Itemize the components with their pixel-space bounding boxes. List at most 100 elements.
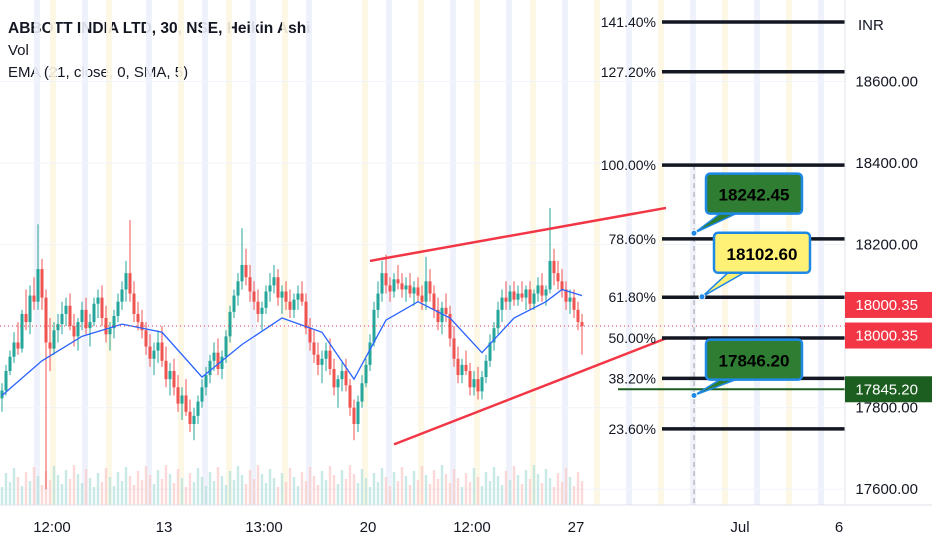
- candle: [300, 293, 304, 302]
- session-stripe: [282, 0, 288, 505]
- session-stripe: [50, 0, 56, 505]
- volume-bar: [344, 479, 348, 505]
- volume-bar: [136, 471, 140, 505]
- candle: [24, 313, 28, 323]
- price-badge-label: 18000.35: [855, 328, 918, 345]
- volume-bar: [400, 467, 404, 505]
- candle: [568, 297, 572, 302]
- session-stripe: [146, 0, 152, 505]
- volume-bar: [12, 468, 16, 505]
- volume-bar: [4, 473, 8, 505]
- candle: [404, 285, 408, 290]
- volume-bar: [368, 487, 372, 505]
- volume-bar: [152, 484, 156, 505]
- price-callout[interactable]: [712, 231, 812, 275]
- currency-label: INR: [858, 17, 884, 34]
- candle: [236, 281, 240, 296]
- channel-upper-line[interactable]: [369, 206, 667, 263]
- volume-bar: [56, 475, 60, 505]
- candle: [284, 291, 288, 302]
- candle: [560, 281, 564, 290]
- volume-bar: [448, 483, 452, 505]
- volume-bar: [528, 479, 532, 505]
- candle: [536, 285, 540, 294]
- candle: [368, 342, 372, 365]
- session-stripe: [178, 0, 184, 505]
- candle: [376, 293, 380, 310]
- volume-bar: [492, 467, 496, 505]
- volume-bar: [204, 486, 208, 505]
- time-axis-tick: 6: [835, 519, 843, 536]
- volume-bar: [424, 475, 428, 505]
- volume-bar: [272, 478, 276, 505]
- candle: [60, 313, 64, 325]
- volume-bar: [208, 472, 212, 505]
- volume-bar: [576, 472, 580, 505]
- volume-bar: [312, 476, 316, 505]
- time-axis[interactable]: [0, 505, 932, 550]
- candle: [516, 293, 520, 300]
- volume-bar: [72, 465, 76, 505]
- volume-bar: [356, 483, 360, 505]
- volume-bar: [336, 484, 340, 505]
- volume-bar: [308, 467, 312, 505]
- volume-bar: [472, 468, 476, 505]
- volume-bar: [0, 487, 4, 505]
- volume-bar: [532, 465, 536, 505]
- candle: [564, 289, 568, 302]
- volume-bar: [324, 480, 328, 505]
- candle: [356, 401, 360, 424]
- volume-bar: [224, 485, 228, 505]
- volume-bar: [316, 485, 320, 505]
- fib-level-label: 50.00%: [609, 330, 656, 346]
- volume-bar: [140, 480, 144, 505]
- volume-bar: [328, 466, 332, 505]
- volume-bar: [148, 475, 152, 505]
- candle: [68, 305, 72, 327]
- candle: [288, 301, 292, 310]
- candle: [460, 364, 464, 376]
- price-axis[interactable]: [845, 0, 932, 550]
- price-callout[interactable]: [704, 338, 804, 381]
- volume-bar: [456, 478, 460, 505]
- volume-bar: [60, 484, 64, 505]
- candle: [372, 309, 376, 343]
- candle: [556, 273, 560, 282]
- volume-bar: [96, 473, 100, 505]
- candle: [40, 269, 44, 298]
- volume-bar: [8, 482, 12, 505]
- candle: [184, 395, 188, 412]
- session-stripe: [386, 0, 392, 505]
- volume-indicator-label[interactable]: Vol: [8, 42, 29, 59]
- volume-bar: [84, 469, 88, 505]
- session-stripe: [202, 0, 208, 505]
- volume-bar: [48, 480, 52, 505]
- volume-bar: [180, 478, 184, 505]
- candle: [216, 352, 220, 369]
- candle: [344, 371, 348, 386]
- session-stripe: [474, 0, 480, 505]
- channel-lower-line[interactable]: [393, 337, 667, 446]
- volume-bar: [464, 473, 468, 505]
- volume-bar: [488, 481, 492, 505]
- volume-bar: [536, 474, 540, 505]
- price-axis-tick: 17800.00: [855, 400, 918, 417]
- price-callout[interactable]: [704, 172, 804, 215]
- volume-bar: [580, 481, 584, 505]
- candle: [100, 297, 104, 318]
- candle: [488, 342, 492, 361]
- volume-bar: [520, 484, 524, 505]
- candle: [392, 279, 396, 292]
- volume-bar: [504, 471, 508, 505]
- candle: [272, 277, 276, 286]
- volume-bar: [468, 482, 472, 505]
- candle: [228, 311, 232, 337]
- candle: [304, 301, 308, 329]
- candle: [0, 390, 4, 399]
- time-axis-tick: 13:00: [245, 519, 283, 536]
- candle: [136, 313, 140, 323]
- candle: [496, 309, 500, 329]
- volume-bar: [568, 477, 572, 505]
- volume-bar: [76, 474, 80, 505]
